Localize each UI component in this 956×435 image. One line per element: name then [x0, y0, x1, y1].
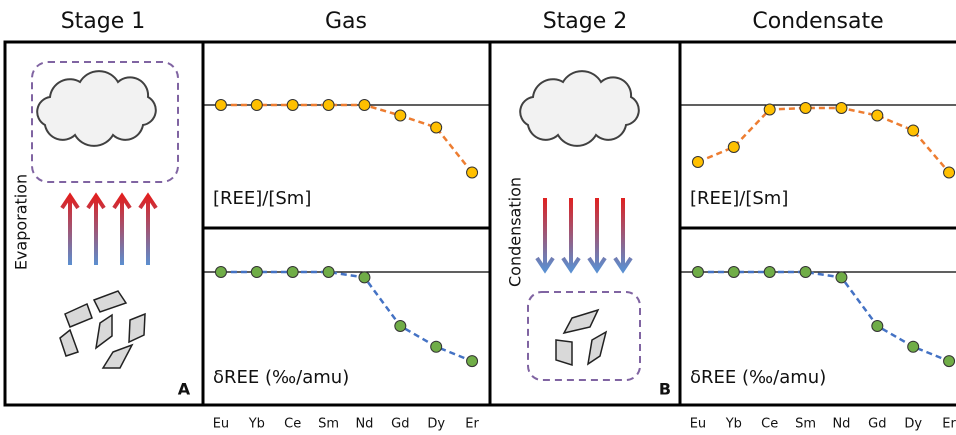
data-point [799, 102, 812, 114]
condensation-arrows [535, 198, 633, 274]
chart-title: Condensate [752, 9, 883, 34]
series-line [697, 106, 951, 174]
data-point [466, 355, 479, 368]
y-label: δREE (‰/amu) [690, 367, 826, 388]
x-tick-label: Nd [832, 417, 850, 432]
data-point [466, 166, 479, 179]
data-point [763, 103, 776, 116]
chart-frame [678, 40, 956, 407]
x-tick-label: Gd [391, 417, 409, 432]
data-point [799, 266, 812, 278]
y-label: [REE]/[Sm] [690, 188, 788, 209]
data-point [691, 156, 704, 168]
crystals [59, 290, 146, 369]
chart-title: Gas [325, 9, 367, 34]
x-tick-label: Er [942, 417, 956, 432]
x-tick-label: Ce [761, 417, 778, 432]
cloud [36, 70, 157, 147]
panel-letter: B [659, 380, 671, 399]
data-point [286, 266, 299, 278]
panel-title: Stage 1 [61, 9, 146, 34]
data-point [835, 271, 848, 284]
x-tick-label: Eu [213, 417, 229, 432]
data-point [250, 99, 263, 111]
x-tick-label: Yb [725, 417, 742, 432]
data-point [691, 266, 704, 278]
data-point [394, 109, 407, 122]
x-tick-label: Sm [795, 417, 816, 432]
data-point [214, 99, 227, 111]
data-point [727, 266, 740, 278]
y-label: δREE (‰/amu) [213, 367, 349, 388]
x-tick-label: Yb [248, 417, 265, 432]
process-label: Evaporation [12, 174, 31, 270]
data-point [394, 320, 407, 332]
condensate-box [527, 291, 641, 381]
panel-letter: A [178, 380, 191, 399]
data-point [943, 166, 956, 179]
x-tick-label: Ce [284, 417, 301, 432]
data-point [907, 340, 920, 353]
data-point [214, 266, 227, 278]
x-tick-label: Gd [868, 417, 886, 432]
data-point [871, 320, 884, 332]
x-tick-label: Dy [427, 417, 445, 432]
data-point [322, 99, 335, 111]
process-label: Condensation [506, 177, 525, 287]
x-tick-label: Nd [355, 417, 373, 432]
data-point [430, 121, 443, 134]
chart-frame [201, 40, 492, 407]
data-point [358, 99, 371, 111]
crystals [555, 308, 608, 367]
data-point [763, 266, 776, 278]
data-point [322, 266, 335, 278]
gas-box [31, 61, 179, 183]
data-point [430, 340, 443, 353]
data-point [250, 266, 263, 278]
y-label: [REE]/[Sm] [213, 188, 311, 209]
data-point [358, 271, 371, 284]
x-tick-label: Sm [318, 417, 339, 432]
data-point [871, 109, 884, 122]
data-point [727, 141, 740, 153]
data-point [286, 99, 299, 111]
x-tick-label: Dy [904, 417, 922, 432]
series-line [220, 103, 474, 174]
data-point [943, 355, 956, 368]
panel-title: Stage 2 [543, 9, 628, 34]
x-tick-label: Er [465, 417, 479, 432]
data-point [907, 124, 920, 137]
x-tick-label: Eu [690, 417, 706, 432]
cloud [519, 70, 640, 147]
data-point [835, 102, 848, 114]
evaporation-arrows [60, 192, 158, 265]
